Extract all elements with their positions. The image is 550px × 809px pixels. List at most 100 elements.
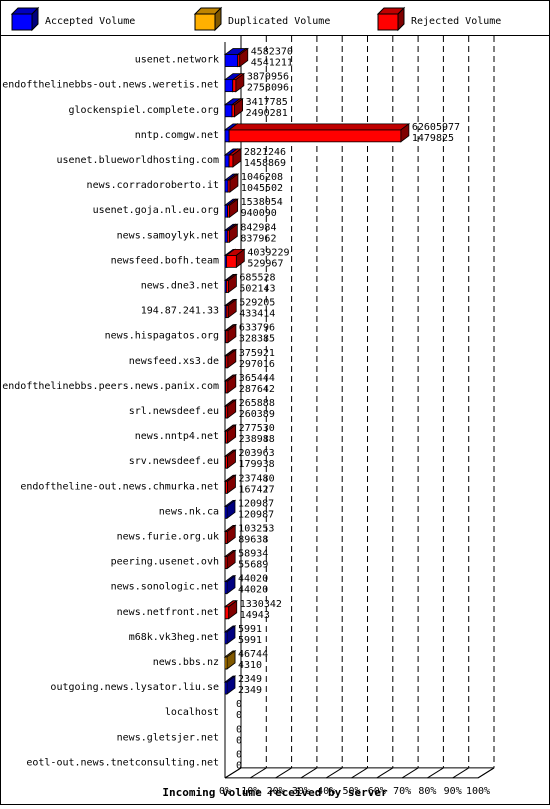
x-tick-label: 0% [219, 786, 231, 797]
total-volume-label: 0 [236, 724, 242, 735]
bar-side [400, 123, 410, 143]
chart-row: endoftheline-out.news.chmurka.net 2374801… [20, 473, 274, 495]
total-volume-label: 685528 [239, 272, 275, 283]
total-volume-label: 46744 [238, 649, 268, 660]
legend-swatch [194, 13, 216, 31]
accepted-volume-label: 433414 [239, 309, 275, 320]
accepted-volume-label: 1458869 [244, 158, 286, 169]
accepted-volume-label: 2349 [238, 685, 262, 696]
category-label: news.furie.org.uk [117, 531, 219, 542]
accepted-volume-label: 4310 [238, 660, 262, 671]
total-volume-label: 237480 [238, 473, 274, 484]
accepted-volume-label: 328385 [239, 334, 275, 345]
bar-side [235, 72, 245, 93]
accepted-volume-label: 55689 [238, 560, 268, 571]
legend: Accepted Volume Duplicated Volume Rejected… [10, 6, 501, 32]
accepted-volume-label: 0 [236, 710, 242, 721]
bar-side [229, 198, 239, 218]
x-axis-label: Incoming volume received by server [162, 786, 388, 799]
bar-segment [228, 154, 234, 168]
bar-side [226, 625, 236, 645]
bar-side [227, 449, 236, 469]
chart-row: eotl-out.news.tnetconsulting.net 00 [26, 749, 242, 771]
total-volume-label: 265888 [239, 398, 275, 409]
total-volume-label: 633796 [239, 323, 275, 334]
legend-item: Accepted Volume [10, 6, 135, 32]
accepted-volume-label: 297016 [239, 359, 275, 370]
category-label: news.dne3.net [141, 280, 219, 291]
accepted-volume-label: 4541211 [251, 58, 293, 69]
chart-row: endofthelinebbs-out.news.weretis.net 3870… [2, 72, 289, 94]
category-label: localhost [165, 707, 219, 718]
category-label: news.nk.ca [159, 506, 219, 517]
bar-side [227, 399, 237, 419]
chart-row: news.gletsjer.net 00 [117, 724, 242, 746]
accepted-volume-label: 287642 [239, 384, 275, 395]
category-label: news.sonologic.net [111, 582, 219, 593]
bar-side [228, 599, 238, 620]
accepted-volume-label: 837962 [240, 233, 276, 244]
total-volume-label: 1046208 [241, 172, 283, 183]
tick-mark [477, 767, 495, 779]
x-tick-label: 100% [466, 786, 490, 797]
bar-side [228, 223, 238, 244]
total-volume-label: 4582370 [251, 47, 293, 58]
accepted-volume-label: 0 [236, 760, 242, 771]
category-label: eotl-out.news.tnetconsulting.net [26, 757, 219, 768]
legend-label: Duplicated Volume [228, 16, 330, 27]
category-label: news.samoylyk.net [117, 230, 219, 241]
category-label: usenet.blueworldhosting.com [56, 155, 219, 166]
bar-side [226, 499, 236, 520]
bar-side [226, 574, 236, 595]
x-tick-label: 80% [418, 786, 436, 797]
bar-segment [224, 54, 239, 67]
x-axis: 0% 10% 20% 30% 40% 50% 60% 70% 80% 90% 100% [219, 767, 495, 797]
x-tick-label: 60% [368, 786, 386, 797]
category-label: endofthelinebbs.peers.news.panix.com [2, 381, 219, 392]
bar-segment [232, 79, 237, 93]
total-volume-label: 3870956 [247, 72, 289, 83]
bar-side [227, 374, 237, 394]
x-tick-label: 40% [317, 786, 335, 797]
category-label: outgoing.news.lysator.liu.se [50, 682, 219, 693]
tick-mark [351, 767, 368, 779]
bar-side [227, 474, 236, 495]
bar-side [226, 524, 236, 545]
category-label: news.hispagatos.org [105, 331, 219, 342]
category-label: newsfeed.xs3.de [129, 356, 219, 367]
total-volume-label: 2349 [238, 674, 262, 685]
total-volume-label: 375921 [239, 348, 275, 359]
category-label: news.nntp4.net [135, 431, 219, 442]
total-volume-label: 3417785 [246, 97, 288, 108]
bar-top [227, 123, 411, 131]
accepted-volume-label: 1045502 [241, 183, 283, 194]
total-volume-label: 1538054 [241, 197, 283, 208]
total-volume-label: 2821246 [244, 147, 286, 158]
chart-row: usenet.blueworldhosting.com 2821246145886… [56, 147, 286, 169]
accepted-volume-label: 167427 [238, 484, 274, 495]
tick-mark [325, 767, 343, 779]
category-label: glockenspiel.complete.org [68, 105, 219, 116]
total-volume-label: 842984 [240, 222, 276, 233]
total-volume-label: 277530 [239, 423, 275, 434]
legend-label: Rejected Volume [411, 16, 501, 27]
legend-swatch [11, 13, 33, 31]
accepted-volume-label: 179938 [239, 459, 275, 470]
x-tick-label: 10% [241, 786, 259, 797]
accepted-volume-label: 238988 [239, 434, 275, 445]
x-tick-label: 70% [393, 786, 411, 797]
accepted-volume-label: 260389 [239, 409, 275, 420]
